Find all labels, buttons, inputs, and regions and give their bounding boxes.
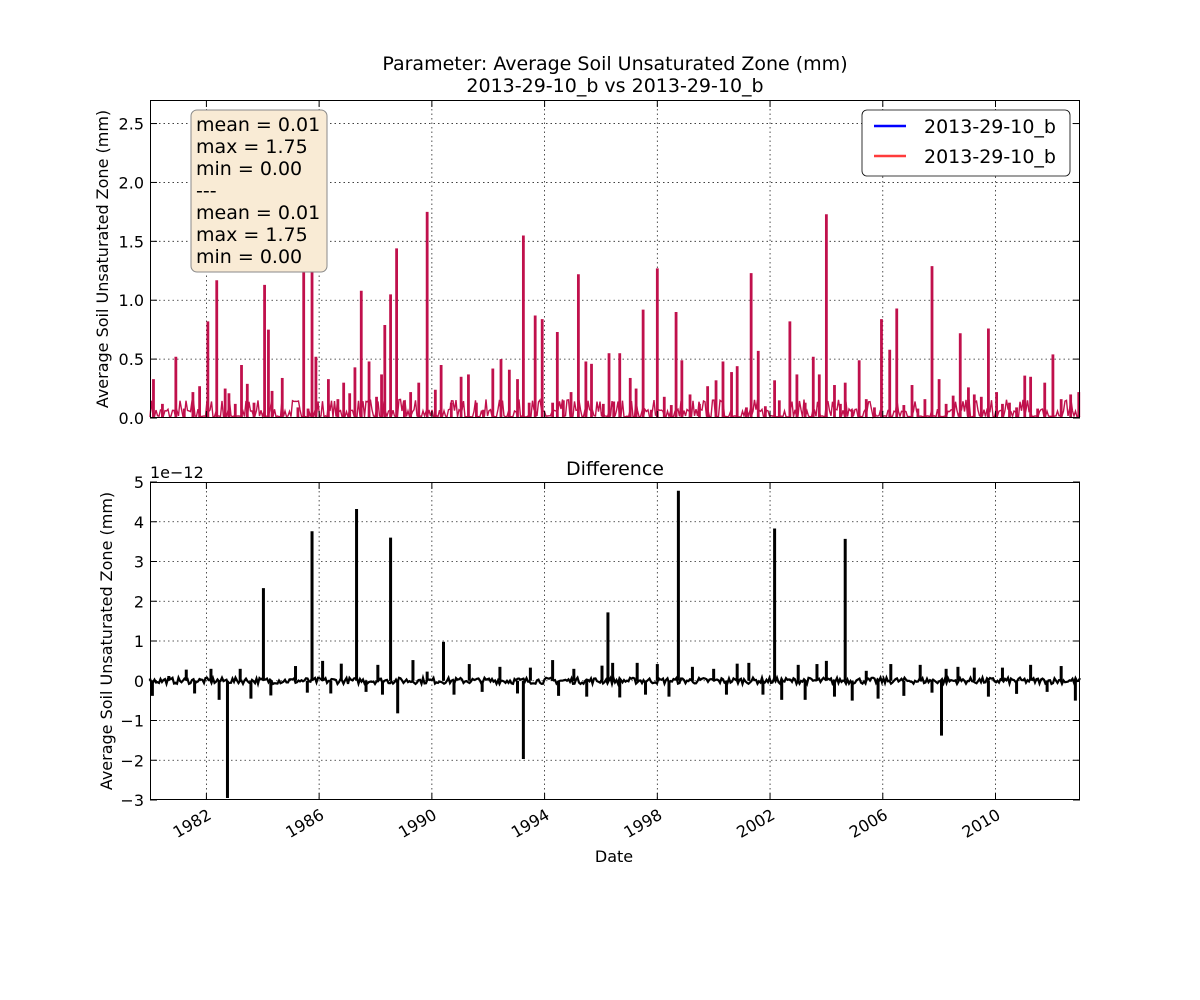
bottom-series-baseline — [148, 673, 1081, 689]
top-x-axis-ticks — [205, 100, 997, 418]
top-y-tick-label: 1.0 — [119, 291, 144, 310]
top-y-axis-ticks: 0.0 0.5 1.0 1.5 2.0 2.5 — [119, 115, 1080, 428]
legend: 2013-29-10_b 2013-29-10_b — [861, 109, 1071, 177]
bottom-y-scale-label: 1e−12 — [150, 463, 204, 482]
bottom-y-axis-ticks: −3 −2 −1 0 1 2 3 4 5 — [120, 473, 1080, 810]
bottom-y-tick-label: 4 — [134, 513, 144, 532]
stats-box: mean = 0.01 max = 1.75 min = 0.00 --- me… — [190, 109, 328, 273]
stats-box-background — [190, 109, 328, 273]
top-y-tick-label: 0.0 — [119, 409, 144, 428]
bottom-y-tick-label: −1 — [120, 712, 144, 731]
stats-line: max = 1.75 — [196, 136, 308, 158]
top-chart-title: Parameter: Average Soil Unsaturated Zone… — [382, 53, 847, 75]
bottom-series-line — [148, 490, 1081, 799]
bottom-y-tick-label: 0 — [134, 672, 144, 691]
stats-line: mean = 0.01 — [196, 114, 320, 136]
bottom-y-tick-label: 3 — [134, 553, 144, 572]
top-y-axis-label: Average Soil Unsaturated Zone (mm) — [93, 110, 112, 408]
top-plot-frame — [150, 100, 1080, 418]
stats-line: min = 0.00 — [196, 246, 302, 268]
top-y-tick-label: 2.0 — [119, 173, 144, 192]
bottom-y-tick-label: 2 — [134, 592, 144, 611]
stats-line: mean = 0.01 — [196, 202, 320, 224]
bottom-y-axis-label: Average Soil Unsaturated Zone (mm) — [97, 492, 116, 790]
stats-line: min = 0.00 — [196, 158, 302, 180]
bottom-x-axis-label: Date — [595, 847, 633, 866]
stats-line: --- — [196, 180, 217, 202]
top-chart-panel: Parameter: Average Soil Unsaturated Zone… — [93, 53, 1081, 428]
legend-label: 2013-29-10_b — [924, 146, 1056, 168]
bottom-chart-title: Difference — [566, 458, 664, 480]
legend-label: 2013-29-10_b — [924, 116, 1056, 138]
top-y-tick-label: 2.5 — [119, 115, 144, 134]
stats-line: max = 1.75 — [196, 224, 308, 246]
top-y-tick-label: 1.5 — [119, 232, 144, 251]
bottom-y-tick-label: −3 — [120, 791, 144, 810]
bottom-y-tick-label: 1 — [134, 632, 144, 651]
bottom-y-tick-label: 5 — [134, 473, 144, 492]
bottom-y-tick-label: −2 — [120, 751, 144, 770]
top-chart-subtitle: 2013-29-10_b vs 2013-29-10_b — [466, 75, 763, 97]
top-y-tick-label: 0.5 — [119, 350, 144, 369]
legend-frame — [861, 109, 1071, 177]
top-series-lines — [149, 211, 1081, 420]
